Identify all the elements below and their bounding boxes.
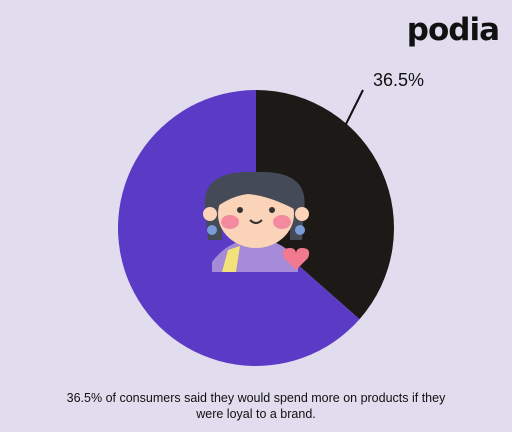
avatar <box>203 171 310 272</box>
logo: podia <box>406 12 500 48</box>
leader-line <box>345 89 364 125</box>
value-label: 36.5% <box>373 70 424 90</box>
pie-slice <box>256 90 394 320</box>
caption: 36.5% of consumers said they would spend… <box>66 391 446 421</box>
